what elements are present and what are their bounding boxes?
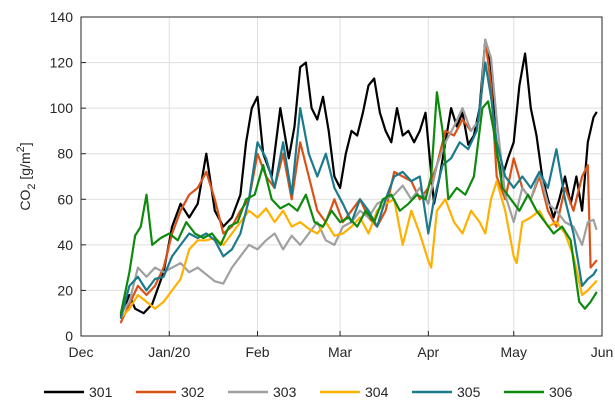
legend-label-301: 301	[89, 384, 113, 400]
series-line-304	[119, 180, 598, 319]
legend: 301 302 303 304 305 306	[44, 384, 573, 400]
y-axis-label: CO2 [g/m2]	[15, 142, 38, 210]
legend-label-305: 305	[457, 384, 481, 400]
y-tick-labels: 0 20 40 60 80 100 120 140	[50, 9, 86, 344]
x-tick-label: May	[501, 344, 527, 360]
y-axis-label-main: CO	[17, 190, 33, 211]
y-tick-label: 60	[57, 191, 73, 207]
series-lines	[119, 38, 598, 324]
y-tick-label: 100	[50, 100, 74, 116]
series-line-303	[119, 38, 598, 315]
legend-label-303: 303	[273, 384, 297, 400]
y-tick-label: 40	[57, 237, 73, 253]
legend-label-302: 302	[181, 384, 205, 400]
y-axis-label-subscript: 2	[26, 184, 38, 190]
x-tick-label: Jun	[591, 344, 614, 360]
plot-frame	[80, 16, 603, 337]
y-tick-label: 140	[50, 9, 74, 25]
y-tick-label: 0	[65, 328, 73, 344]
series-line-305	[119, 61, 598, 319]
y-tick-label: 120	[50, 55, 74, 71]
x-tick-label: Mar	[328, 344, 352, 360]
x-tick-label: Feb	[245, 344, 269, 360]
x-tick-labels: Dec Jan/20 Feb Mar Apr May Jun	[69, 331, 614, 360]
legend-label-304: 304	[365, 384, 389, 400]
series-line-301	[119, 38, 598, 317]
x-tick-label: Jan/20	[148, 344, 190, 360]
y-tick-label: 20	[57, 282, 73, 298]
x-tick-label: Dec	[69, 344, 94, 360]
y-axis-label-unit-suffix: ]	[17, 142, 33, 146]
y-tick-label: 80	[57, 146, 73, 162]
series-line-306	[119, 91, 598, 315]
y-axis-label-unit-superscript: 2	[15, 146, 27, 152]
legend-label-306: 306	[549, 384, 573, 400]
y-axis-label-unit-prefix: [g/m	[17, 152, 33, 183]
x-tick-label: Apr	[417, 344, 439, 360]
